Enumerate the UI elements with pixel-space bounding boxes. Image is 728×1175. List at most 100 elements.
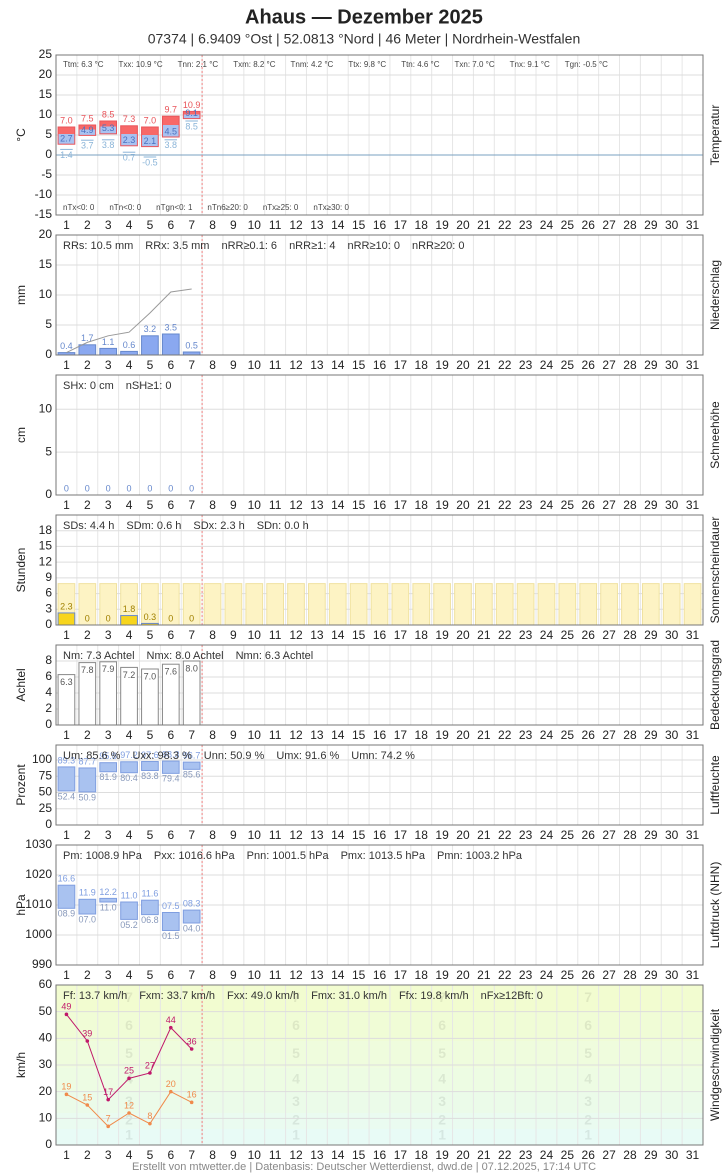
x-tick-label: 10 (248, 218, 262, 232)
x-tick-label: 10 (248, 1148, 262, 1162)
wind-point (148, 1071, 152, 1075)
x-tick-label: 14 (331, 628, 345, 642)
y-axis-label: °C (14, 128, 28, 142)
value-label: 0 (106, 613, 111, 623)
title: Ahaus — Dezember 2025 (245, 6, 483, 28)
stat: SDn: 0.0 h (257, 520, 309, 532)
x-tick-label: 23 (519, 968, 533, 982)
x-tick-label: 21 (477, 218, 491, 232)
x-tick-label: 23 (519, 358, 533, 372)
x-tick-label: 3 (105, 218, 112, 232)
x-tick-label: 10 (248, 498, 262, 512)
x-tick-label: 23 (519, 828, 533, 842)
x-tick-label: 24 (540, 628, 554, 642)
range-bar (120, 761, 138, 774)
x-tick-label: 3 (105, 358, 112, 372)
x-tick-label: 21 (477, 728, 491, 742)
x-tick-label: 1 (63, 628, 70, 642)
x-tick-label: 5 (147, 218, 154, 232)
x-tick-label: 8 (209, 728, 216, 742)
x-tick-label: 6 (167, 358, 174, 372)
y-tick-label: 0 (45, 617, 52, 631)
value-label: 0 (85, 613, 90, 623)
stat: Tgn: -0.5 °C (565, 60, 608, 69)
background-bar (558, 583, 577, 626)
x-tick-label: 13 (310, 1148, 324, 1162)
min-label: 4.9 (81, 125, 94, 135)
y-tick-label: 18 (39, 523, 53, 537)
x-tick-label: 6 (167, 828, 174, 842)
value-label: 12 (124, 1100, 134, 1110)
value-label: 0 (147, 483, 152, 493)
stat: Pxx: 1016.6 hPa (154, 850, 236, 862)
wind-point (168, 1089, 173, 1094)
min-label: 05.2 (120, 920, 138, 930)
range-bar (161, 115, 180, 138)
x-tick-label: 15 (352, 628, 366, 642)
beaufort-band (56, 1129, 703, 1145)
wind-point (106, 1097, 110, 1102)
x-tick-label: 27 (602, 358, 616, 372)
max-label: 07.5 (162, 901, 180, 911)
x-tick-label: 24 (540, 968, 554, 982)
x-tick-label: 17 (394, 828, 408, 842)
value-label: 17 (103, 1087, 113, 1097)
stat: Pnn: 1001.5 hPa (247, 850, 330, 862)
x-tick-label: 16 (373, 218, 387, 232)
x-tick-label: 18 (415, 218, 429, 232)
x-tick-label: 21 (477, 828, 491, 842)
y-tick-label: 5 (45, 127, 52, 141)
x-tick-label: 8 (209, 1148, 216, 1162)
x-tick-label: 3 (105, 498, 112, 512)
y-tick-label: -15 (35, 207, 53, 221)
stat: Pm: 1008.9 hPa (63, 850, 143, 862)
x-tick-label: 28 (623, 828, 637, 842)
wind-point (168, 1025, 173, 1030)
x-tick-label: 12 (289, 728, 303, 742)
y-tick-label: 50 (39, 785, 53, 799)
min-label: 04.0 (183, 923, 201, 933)
max-label: 7.5 (81, 113, 94, 123)
x-tick-label: 19 (435, 358, 449, 372)
value-label: 7.9 (102, 664, 115, 674)
background-bar (454, 583, 472, 626)
x-tick-label: 7 (188, 728, 195, 742)
beaufort-label: 6 (292, 1017, 300, 1033)
stat: Ttm: 6.3 °C (63, 60, 104, 69)
beaufort-label: 1 (125, 1126, 133, 1142)
beaufort-label: 3 (584, 1093, 592, 1109)
plot-border (55, 234, 704, 356)
stat: Ttx: 9.8 °C (348, 60, 386, 69)
x-tick-label: 18 (415, 968, 429, 982)
stat: nTn<0: 0 (109, 203, 141, 212)
x-tick-label: 25 (561, 218, 575, 232)
beaufort-label: 4 (438, 1070, 446, 1086)
value-label: 7.2 (123, 670, 136, 680)
value-label: 16 (187, 1090, 197, 1100)
value-label: 3.5 (165, 322, 178, 332)
stat: Tnn: 2.1 °C (178, 60, 219, 69)
x-tick-label: 30 (665, 358, 679, 372)
x-tick-label: 9 (230, 728, 237, 742)
stat: nSH≥1: 0 (126, 380, 172, 392)
wind-point (64, 1012, 69, 1017)
side-label: Luftdruck (NHN) (708, 862, 722, 949)
x-tick-label: 7 (188, 218, 195, 232)
min-label: 2.7 (60, 134, 73, 144)
x-tick-label: 14 (331, 968, 345, 982)
beaufort-label: 5 (292, 1045, 300, 1061)
max-label: 7.0 (144, 115, 157, 125)
beaufort-label: 2 (292, 1112, 300, 1128)
y-tick-label: 40 (39, 1031, 53, 1045)
y-axis-label: mm (14, 285, 28, 305)
x-tick-label: 15 (352, 968, 366, 982)
value-label: 2.3 (60, 601, 73, 611)
value-label: 8.0 (185, 663, 198, 673)
x-tick-label: 1 (63, 968, 70, 982)
beaufort-label: 2 (584, 1112, 592, 1128)
background-bar (621, 583, 639, 626)
x-tick-label: 25 (561, 828, 575, 842)
min-label: 5.3 (102, 123, 115, 133)
x-tick-label: 12 (289, 828, 303, 842)
